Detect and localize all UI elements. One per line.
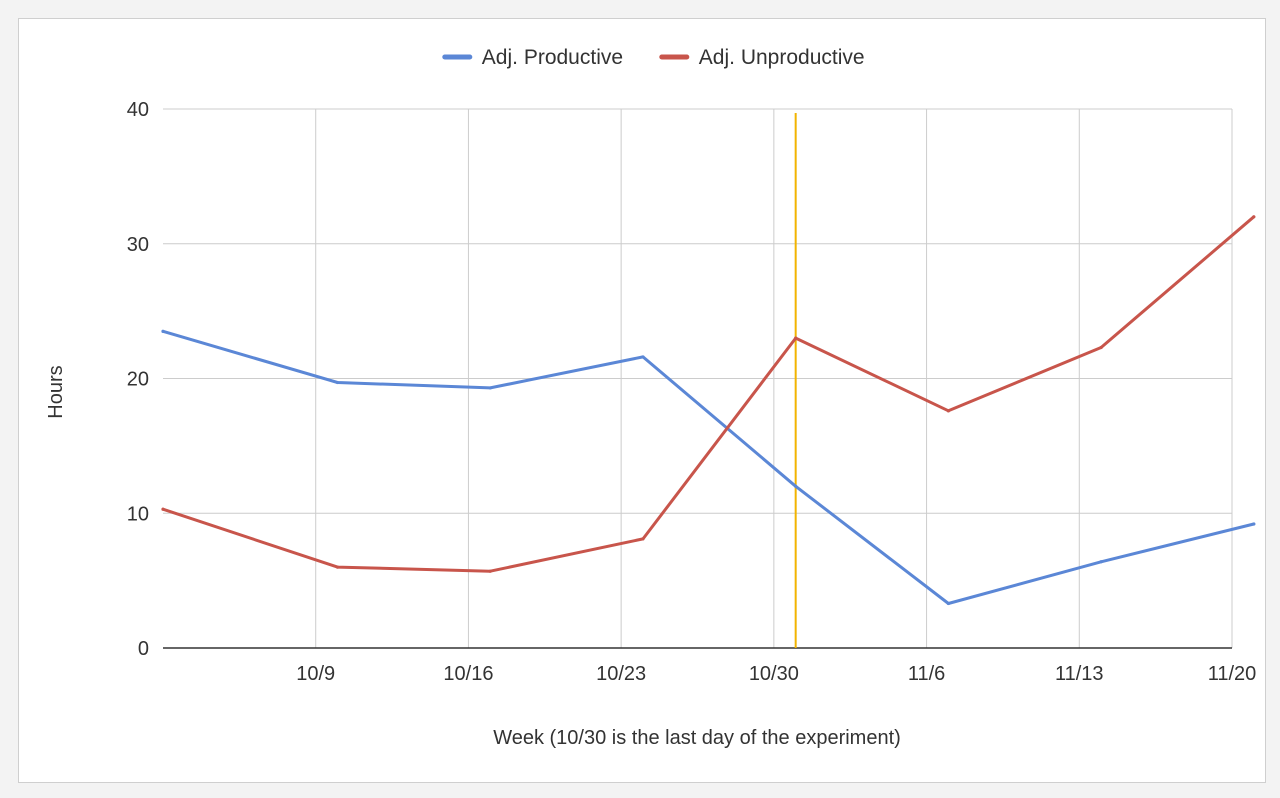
x-tick-label: 10/23: [596, 663, 646, 685]
adj-productive-data-point: [1099, 560, 1103, 564]
x-tick-label: 11/20: [1208, 663, 1257, 685]
adj-productive-data-point: [488, 386, 492, 390]
adj-unproductive-series-line: [161, 215, 1256, 573]
adj-unproductive-data-point: [1099, 345, 1103, 350]
x-axis-title: Week (10/30 is the last day of the exper…: [493, 727, 901, 749]
adj-unproductive-data-point: [641, 537, 645, 541]
adj-productive-data-point: [641, 355, 645, 359]
y-tick-label: 10: [127, 503, 149, 525]
y-tick-label: 40: [127, 99, 149, 121]
axes: 0 10 20 30 40 10/9 10/16 10/23 10/30 11/6 11/13 11/…: [127, 99, 1257, 685]
adj-productive-data-point: [335, 380, 340, 385]
adj-productive-series-line: [161, 329, 1256, 605]
adj-unproductive-data-point: [946, 409, 950, 413]
y-tick-label: 0: [138, 638, 149, 660]
legend-label: Adj. Unproductive: [699, 46, 865, 69]
x-tick-label: 10/30: [749, 663, 799, 685]
legend-item-adj-productive[interactable]: Adj. Productive: [442, 46, 623, 69]
y-axis-title: Hours: [45, 365, 67, 418]
x-tick-label: 10/16: [443, 663, 493, 685]
adj-unproductive-data-point: [335, 565, 340, 569]
series: [161, 215, 1256, 606]
adj-unproductive-data-point: [488, 569, 492, 573]
y-tick-label: 20: [127, 369, 149, 391]
x-tick-label: 11/6: [908, 663, 945, 685]
adj-unproductive-data-point: [161, 507, 165, 511]
adj-unproductive-data-point: [794, 336, 798, 340]
legend-item-adj-unproductive[interactable]: Adj. Unproductive: [659, 46, 865, 69]
x-tick-label: 11/13: [1055, 663, 1104, 685]
adj-productive-data-point: [946, 601, 950, 606]
adj-productive-data-point: [794, 484, 798, 488]
adj-unproductive-data-point: [1252, 215, 1256, 219]
legend-label: Adj. Productive: [482, 46, 623, 69]
gridlines: [163, 108, 1233, 648]
chart-frame: [18, 18, 1266, 783]
adj-productive-data-point: [1252, 522, 1256, 526]
legend[interactable]: Adj. Productive Adj. Unproductive: [442, 46, 865, 69]
y-tick-label: 30: [127, 234, 149, 256]
adj-productive-data-point: [161, 329, 165, 333]
x-tick-label: 10/9: [296, 663, 335, 685]
